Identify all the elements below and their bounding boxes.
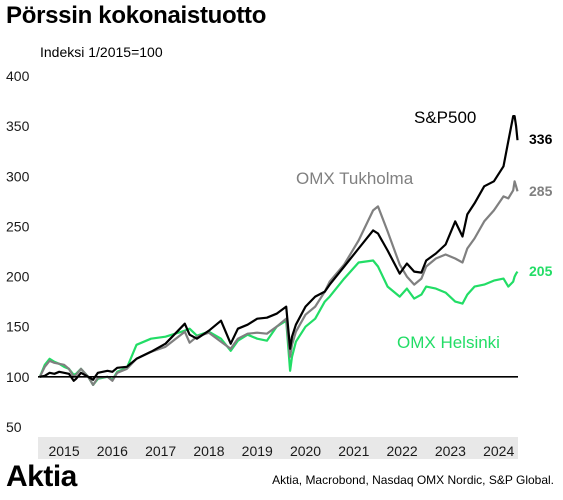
- chart-title: Pörssin kokonaistuotto: [6, 2, 267, 29]
- source-note: Aktia, Macrobond, Nasdaq OMX Nordic, S&P…: [272, 473, 554, 487]
- x-tick-label: 2022: [387, 443, 418, 459]
- x-axis-band: [38, 437, 518, 459]
- series-line-omx-helsinki: [38, 259, 519, 386]
- x-tick-label: 2023: [435, 443, 466, 459]
- series-line-omx-tukholma: [38, 180, 519, 386]
- y-tick-label: 200: [6, 269, 30, 285]
- series-label-omx-helsinki: OMX Helsinki: [397, 333, 500, 352]
- x-tick-label: 2015: [48, 443, 79, 459]
- x-tick-label: 2017: [145, 443, 176, 459]
- end-label-omx-helsinki: 205: [529, 263, 553, 279]
- x-tick-label: 2018: [193, 443, 224, 459]
- series-line-sp500: [39, 114, 519, 382]
- y-tick-label: 100: [6, 369, 30, 385]
- series-lines: [38, 114, 519, 386]
- end-label-omx-tukholma: 285: [529, 183, 553, 199]
- chart-subtitle: Indeksi 1/2015=100: [40, 44, 163, 60]
- y-tick-label: 50: [6, 419, 22, 435]
- end-label-sp500: 336: [529, 131, 553, 147]
- x-tick-label: 2019: [242, 443, 273, 459]
- aktia-logo: Aktia: [6, 460, 77, 493]
- y-tick-label: 350: [6, 118, 30, 134]
- x-tick-label: 2021: [338, 443, 369, 459]
- x-tick-label: 2024: [483, 443, 514, 459]
- y-tick-label: 150: [6, 319, 30, 335]
- series-label-sp500: S&P500: [414, 108, 476, 127]
- y-tick-label: 400: [6, 68, 30, 84]
- series-labels: S&P500 OMX Tukholma OMX Helsinki 336 285…: [296, 108, 553, 352]
- y-axis-tick-labels: 50 100 150 200 250 300 350 400: [6, 68, 30, 435]
- x-tick-label: 2016: [97, 443, 128, 459]
- series-label-omx-tukholma: OMX Tukholma: [296, 169, 414, 188]
- y-tick-label: 300: [6, 168, 30, 184]
- x-tick-label: 2020: [290, 443, 321, 459]
- x-axis-tick-labels: 2015 2016 2017 2018 2019 2020 2021 2022 2023 2024: [48, 443, 514, 459]
- y-tick-label: 250: [6, 218, 30, 234]
